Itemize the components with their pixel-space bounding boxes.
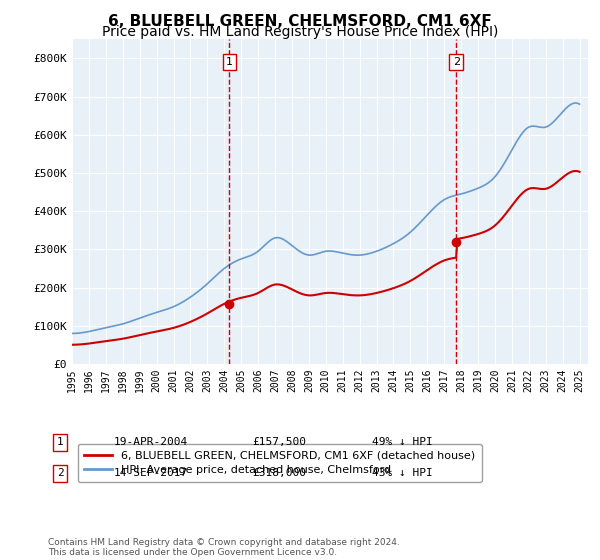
Text: 2: 2 — [453, 57, 460, 67]
Text: Price paid vs. HM Land Registry's House Price Index (HPI): Price paid vs. HM Land Registry's House … — [102, 25, 498, 39]
Text: 43% ↓ HPI: 43% ↓ HPI — [372, 468, 433, 478]
Text: £318,000: £318,000 — [252, 468, 306, 478]
Text: 1: 1 — [226, 57, 233, 67]
Text: Contains HM Land Registry data © Crown copyright and database right 2024.
This d: Contains HM Land Registry data © Crown c… — [48, 538, 400, 557]
Legend: 6, BLUEBELL GREEN, CHELMSFORD, CM1 6XF (detached house), HPI: Average price, det: 6, BLUEBELL GREEN, CHELMSFORD, CM1 6XF (… — [77, 444, 482, 482]
Text: 19-APR-2004: 19-APR-2004 — [114, 437, 188, 447]
Text: 14-SEP-2017: 14-SEP-2017 — [114, 468, 188, 478]
Text: 6, BLUEBELL GREEN, CHELMSFORD, CM1 6XF: 6, BLUEBELL GREEN, CHELMSFORD, CM1 6XF — [108, 14, 492, 29]
Text: £157,500: £157,500 — [252, 437, 306, 447]
Text: 49% ↓ HPI: 49% ↓ HPI — [372, 437, 433, 447]
Text: 2: 2 — [56, 468, 64, 478]
Text: 1: 1 — [56, 437, 64, 447]
